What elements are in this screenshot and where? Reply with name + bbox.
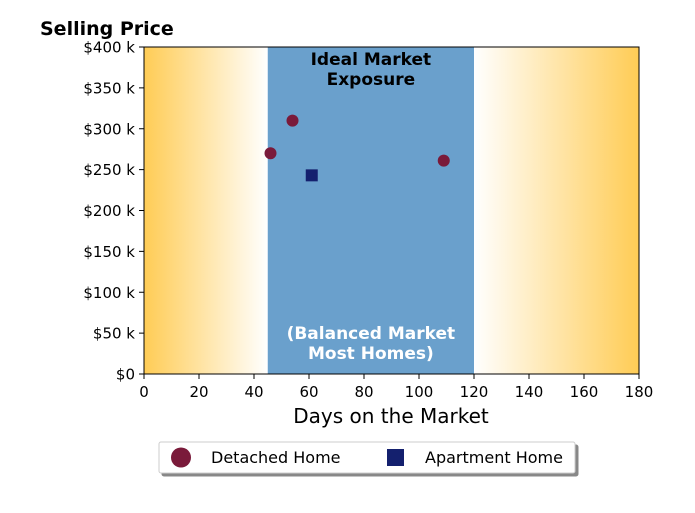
x-tick-label-4: 80 [354, 383, 373, 401]
x-axis-title: Days on the Market [293, 404, 489, 428]
left-gradient-region [144, 47, 268, 374]
y-tick-label-2: $100 k [83, 284, 135, 302]
y-tick-label-7: $350 k [83, 79, 135, 97]
point-detached-home-1 [286, 114, 299, 127]
legend-marker-apartment-home [387, 449, 404, 466]
band-labels: Ideal Market Exposure (Balanced Market M… [287, 50, 456, 364]
point-detached-home-0 [264, 147, 277, 160]
x-tick-label-5: 100 [405, 383, 434, 401]
x-axis: 0 20 40 60 80 100 120 140 160 180 [139, 374, 653, 401]
legend: Detached Home Apartment Home [158, 441, 576, 474]
y-tick-label-5: $250 k [83, 161, 135, 179]
x-tick-label-2: 40 [244, 383, 263, 401]
y-tick-label-1: $50 k [93, 325, 135, 343]
chart-title: Selling Price [40, 18, 174, 40]
band-bottom-label-line-1: (Balanced Market [287, 324, 456, 344]
plot-background [144, 47, 639, 374]
x-tick-label-9: 180 [625, 383, 654, 401]
y-tick-label-8: $400 k [83, 39, 135, 57]
y-tick-label-0: $0 [116, 366, 135, 384]
x-tick-label-0: 0 [139, 383, 149, 401]
band-top-label-line-2: Exposure [327, 70, 416, 90]
x-tick-label-1: 20 [189, 383, 208, 401]
data-points [264, 114, 450, 182]
point-apartment-home-0 [305, 169, 318, 182]
x-tick-label-6: 120 [460, 383, 489, 401]
legend-label-apartment-home: Apartment Home [425, 448, 563, 467]
y-tick-label-4: $200 k [83, 202, 135, 220]
y-tick-label-6: $300 k [83, 120, 135, 138]
x-tick-label-8: 160 [570, 383, 599, 401]
band-top-label-line-1: Ideal Market [311, 50, 432, 70]
x-tick-label-3: 60 [299, 383, 318, 401]
x-tick-label-7: 140 [515, 383, 544, 401]
y-axis: $0 $50 k $100 k $150 k $200 k $250 k $300 k $35… [83, 39, 144, 384]
legend-label-detached-home: Detached Home [211, 448, 341, 467]
ideal-exposure-band [267, 47, 474, 374]
legend-marker-detached-home [171, 447, 191, 468]
legend-box [158, 441, 576, 474]
right-gradient-region [474, 47, 639, 374]
band-bottom-label-line-2: Most Homes) [308, 344, 434, 364]
point-detached-home-2 [437, 154, 450, 167]
y-tick-label-3: $150 k [83, 243, 135, 261]
band-rect [267, 47, 474, 374]
